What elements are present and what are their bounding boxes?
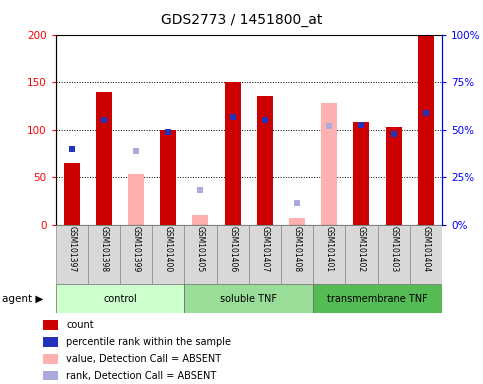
Bar [43,321,58,330]
Text: GDS2773 / 1451800_at: GDS2773 / 1451800_at [161,13,322,27]
Bar [418,36,434,225]
Text: GSM101408: GSM101408 [293,227,301,273]
Text: soluble TNF: soluble TNF [220,293,277,304]
Text: GSM101407: GSM101407 [260,227,270,273]
Bar [216,225,249,284]
Bar [152,225,185,284]
Bar [96,92,112,225]
Bar [225,82,241,225]
Bar [88,225,120,284]
Bar [249,225,281,284]
Text: transmembrane TNF: transmembrane TNF [327,293,428,304]
Text: control: control [103,293,137,304]
Bar [43,371,58,380]
Bar [56,284,185,313]
Bar [185,284,313,313]
Bar [378,225,410,284]
Text: GSM101405: GSM101405 [196,227,205,273]
Bar [56,225,88,284]
Bar [289,218,305,225]
Text: percentile rank within the sample: percentile rank within the sample [66,337,231,347]
Text: agent ▶: agent ▶ [2,293,44,304]
Text: GSM101400: GSM101400 [164,227,173,273]
Text: GSM101397: GSM101397 [67,227,76,273]
Bar [354,122,369,225]
Text: GSM101403: GSM101403 [389,227,398,273]
Text: GSM101399: GSM101399 [131,227,141,273]
Bar [120,225,152,284]
Text: GSM101398: GSM101398 [99,227,108,273]
Bar [192,215,209,225]
Text: GSM101401: GSM101401 [325,227,334,273]
Bar [281,225,313,284]
Text: GSM101402: GSM101402 [357,227,366,273]
Text: GSM101406: GSM101406 [228,227,237,273]
Bar [345,225,378,284]
Bar [410,225,442,284]
Text: value, Detection Call = ABSENT: value, Detection Call = ABSENT [66,354,221,364]
Text: rank, Detection Call = ABSENT: rank, Detection Call = ABSENT [66,371,216,381]
Bar [64,163,80,225]
Bar [43,354,58,364]
Bar [185,225,216,284]
Bar [313,284,442,313]
Bar [43,337,58,347]
Bar [128,174,144,225]
Bar [321,103,337,225]
Text: count: count [66,320,94,330]
Bar [257,96,273,225]
Bar [385,127,402,225]
Text: GSM101404: GSM101404 [421,227,430,273]
Bar [313,225,345,284]
Bar [160,130,176,225]
